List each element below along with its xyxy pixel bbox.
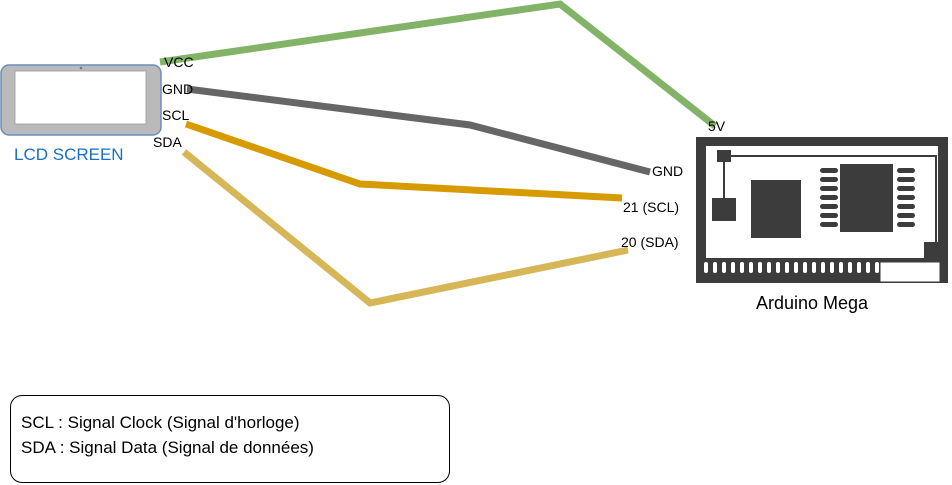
chip-left <box>751 180 801 238</box>
scl-wire <box>184 120 623 202</box>
lcd-caption: LCD SCREEN <box>14 145 124 164</box>
lcd-pin-scl: SCL <box>162 107 189 123</box>
board-pin-5v: 5V <box>708 118 726 134</box>
lcd-camera-dot <box>79 66 83 70</box>
board-pin-scl: 21 (SCL) <box>623 199 679 215</box>
lcd-pin-sda: SDA <box>153 134 182 150</box>
board-caption: Arduino Mega <box>756 293 869 313</box>
header-pins <box>704 262 879 273</box>
chip-right <box>840 164 893 232</box>
gnd-wire <box>186 85 651 176</box>
lcd-pin-vcc: VCC <box>164 54 194 70</box>
lcd-pin-gnd: GND <box>162 81 193 97</box>
legend-sda: SDA : Signal Data (Signal de données) <box>21 438 314 457</box>
legend-scl: SCL : Signal Clock (Signal d'horloge) <box>21 413 300 432</box>
sda-wire <box>181 149 629 307</box>
legend-box: SCL : Signal Clock (Signal d'horloge) SD… <box>10 395 450 483</box>
vcc-wire <box>159 0 718 129</box>
board-pin-sda: 20 (SDA) <box>621 234 679 250</box>
arduino-board <box>696 137 948 283</box>
board-pin-gnd: GND <box>652 163 683 179</box>
lcd-screen <box>0 64 162 136</box>
